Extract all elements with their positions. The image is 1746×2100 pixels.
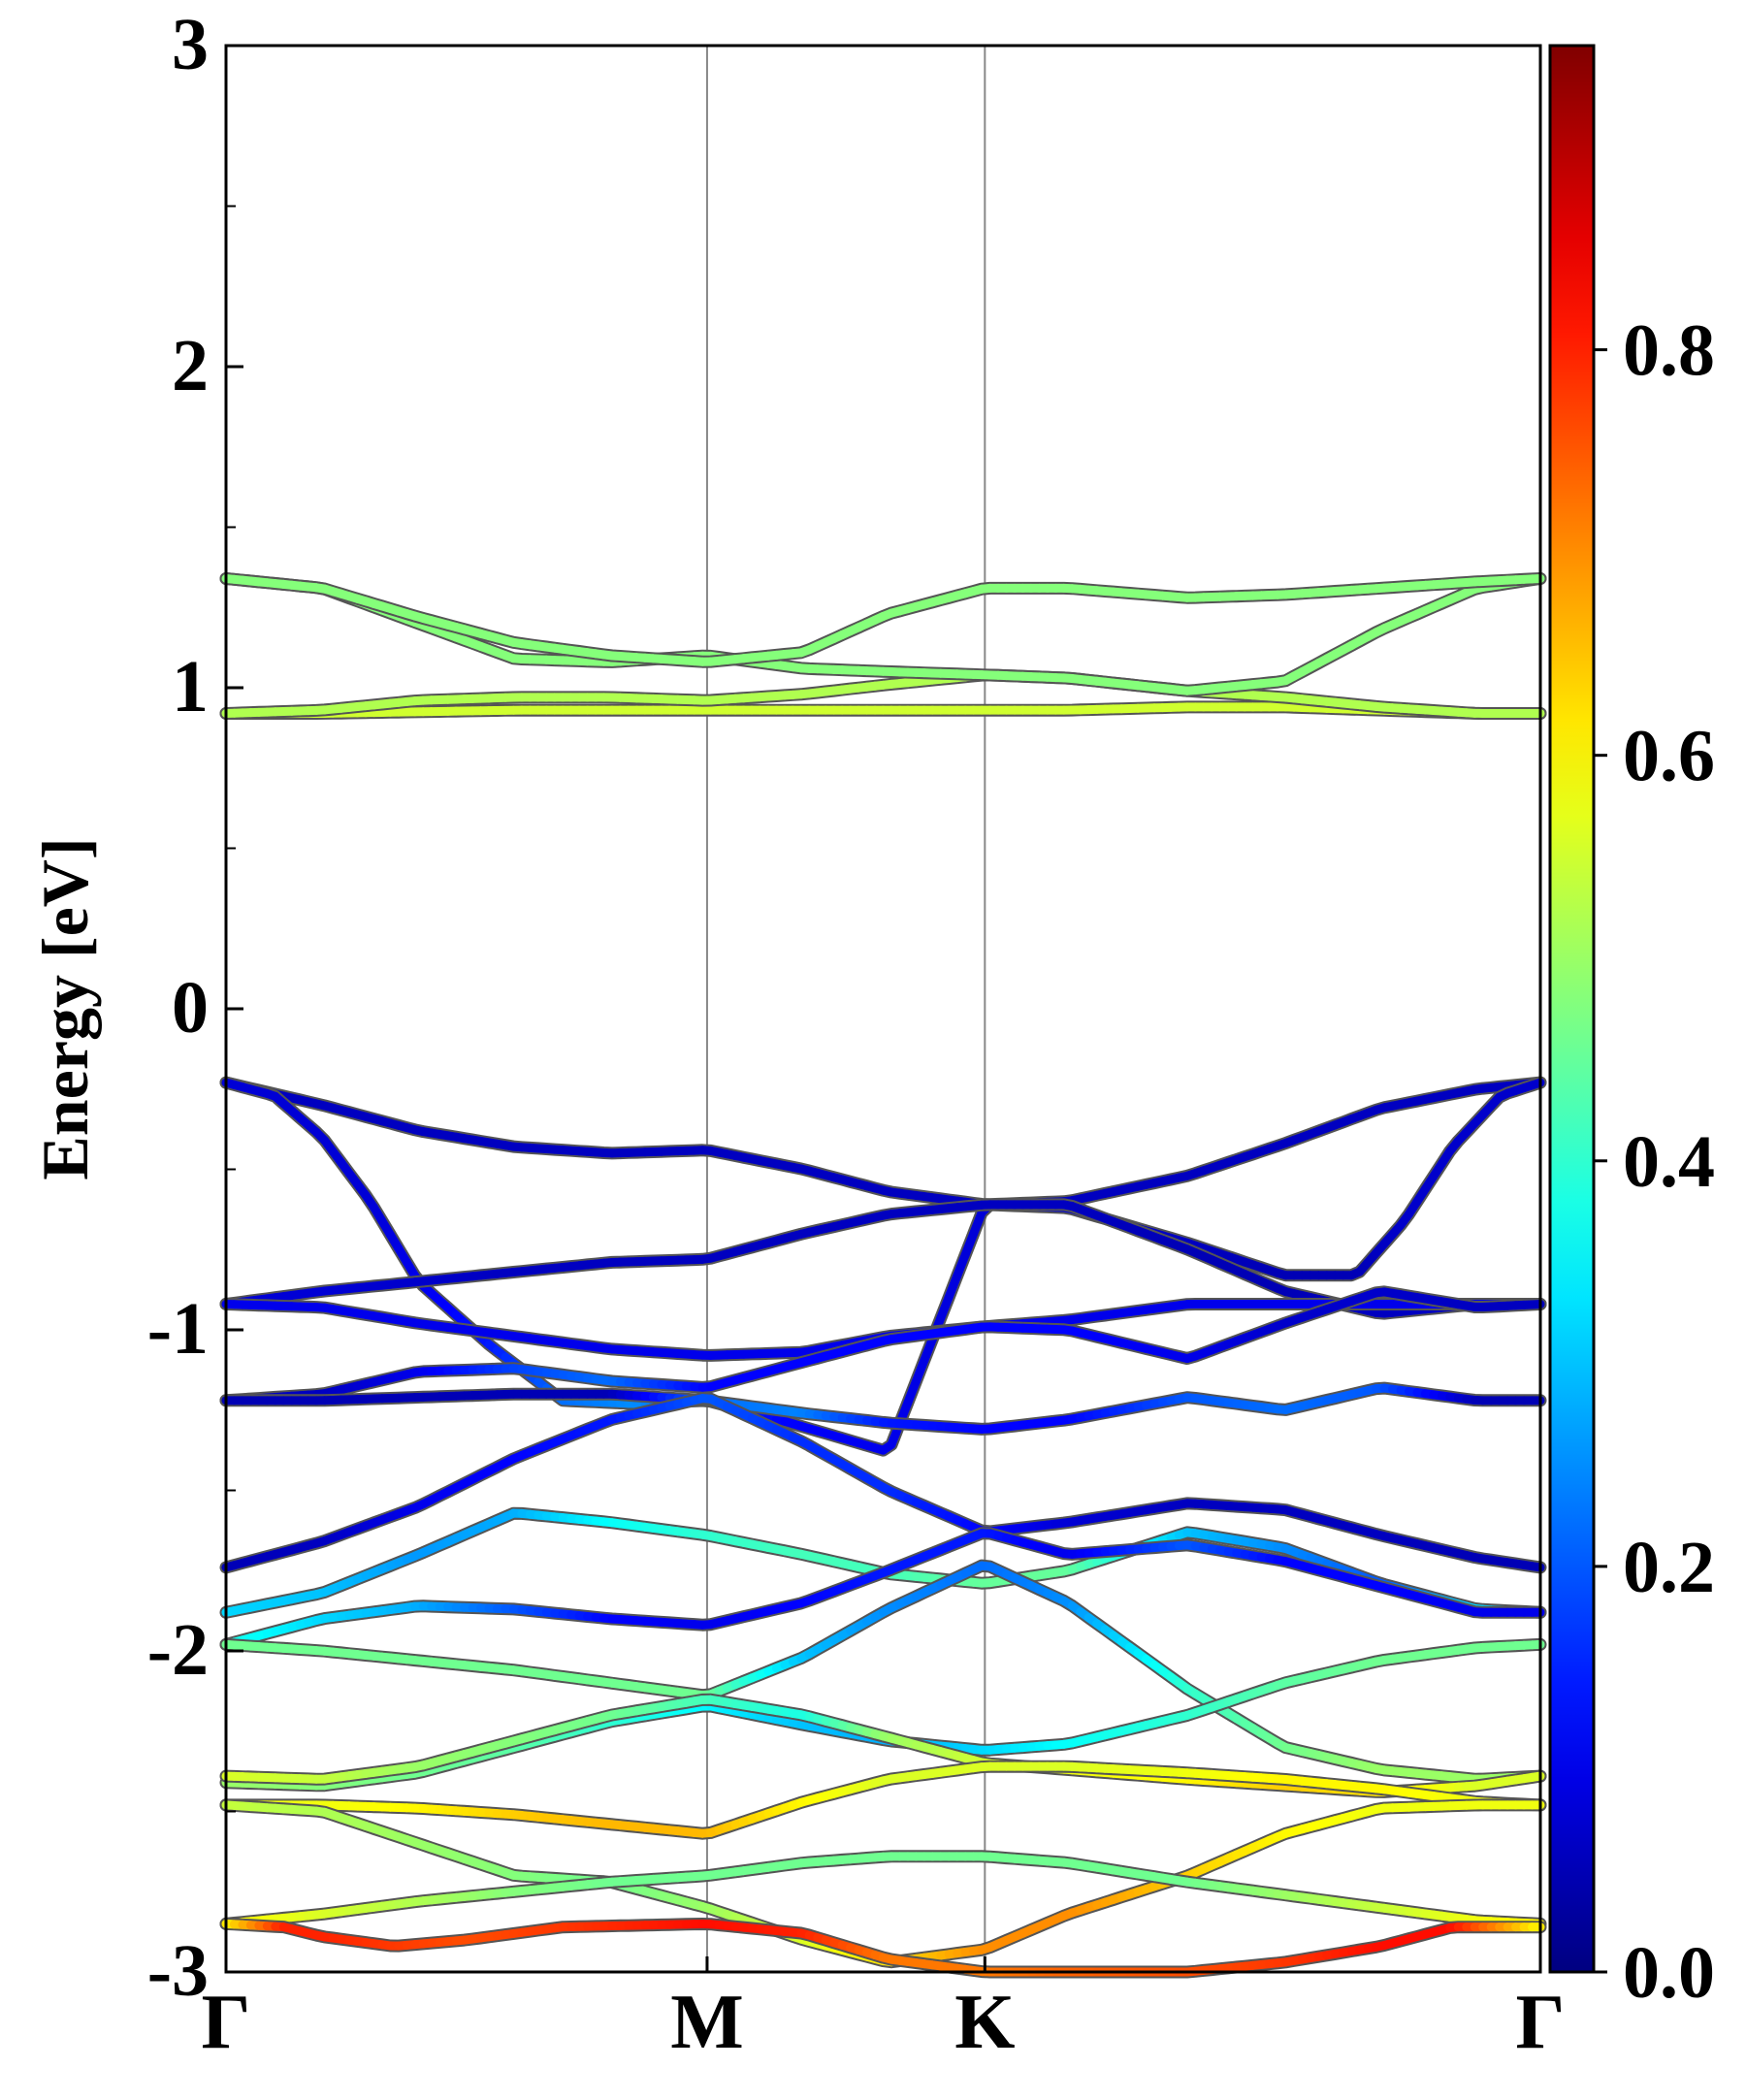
band-8 <box>226 1305 1540 1356</box>
y-tick-label: 2 <box>172 325 209 406</box>
k-point-label: M <box>670 1980 744 2065</box>
y-tick-label: -3 <box>147 1930 209 2012</box>
colorbar-gradient <box>1550 46 1594 1972</box>
y-tick-label: 3 <box>172 4 209 85</box>
colorbar-tick-label: 0.4 <box>1623 1121 1715 1203</box>
band-5 <box>226 1082 1540 1205</box>
y-tick-label: 0 <box>172 967 209 1049</box>
colorbar: 0.0 0.2 0.4 0.6 0.8 <box>1550 46 1715 2014</box>
y-axis: -3 -2 -1 0 1 2 3 <box>147 4 243 2012</box>
y-axis-label: Energy [eV] <box>28 837 102 1179</box>
band-lines <box>226 578 1540 1972</box>
plot-frame <box>226 46 1540 1972</box>
k-point-label: Γ <box>1516 1980 1566 2065</box>
colorbar-tick-label: 0.2 <box>1623 1527 1715 1608</box>
y-tick-label: 1 <box>172 646 209 727</box>
band-outline <box>226 1305 1540 1356</box>
y-tick-label: -1 <box>147 1288 209 1370</box>
colorbar-tick-label: 0.0 <box>1623 1932 1715 2014</box>
band-9 <box>226 1292 1540 1401</box>
band-19 <box>226 1857 1540 1924</box>
band-10 <box>226 1388 1540 1429</box>
colorbar-tick-label: 0.8 <box>1623 310 1715 392</box>
y-tick-label: -2 <box>147 1609 209 1691</box>
colorbar-tick-label: 0.6 <box>1623 716 1715 797</box>
k-point-label: Γ <box>202 1980 251 2065</box>
band-outline <box>226 1857 1540 1924</box>
k-point-label: K <box>954 1980 1015 2065</box>
